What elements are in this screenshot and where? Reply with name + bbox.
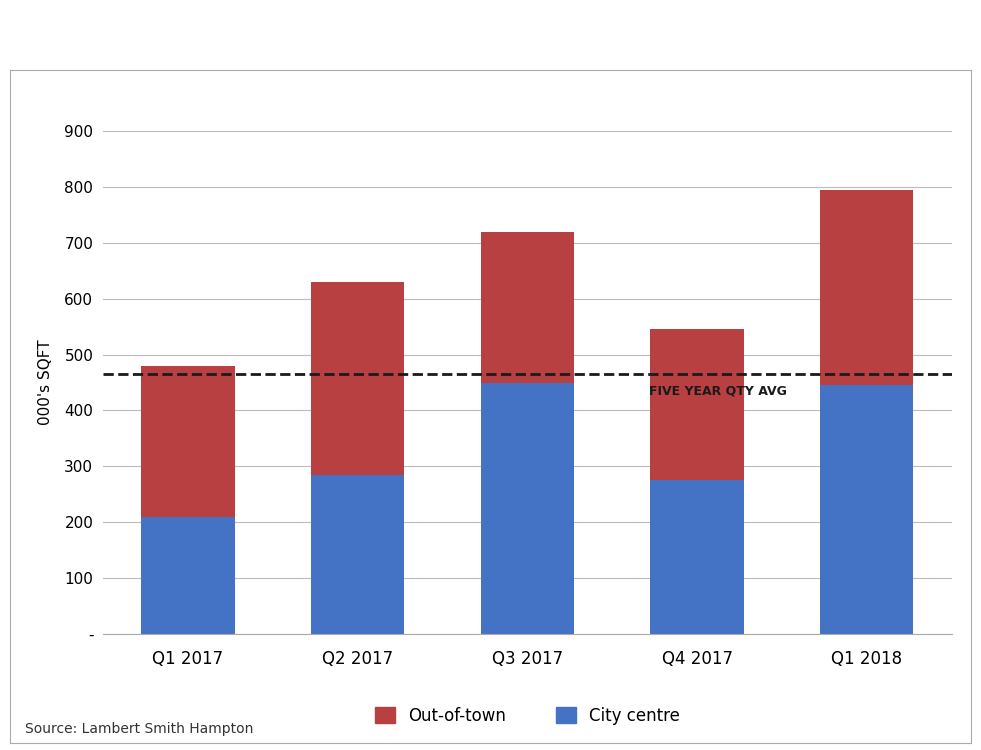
- Text: FIVE YEAR QTY AVG: FIVE YEAR QTY AVG: [649, 384, 788, 398]
- Text: Source: Lambert Smith Hampton: Source: Lambert Smith Hampton: [25, 722, 253, 736]
- Bar: [820, 190, 913, 386]
- Bar: [481, 232, 574, 382]
- Bar: [650, 329, 744, 480]
- Bar: [311, 282, 404, 475]
- Bar: [820, 386, 913, 634]
- Y-axis label: 000's SQFT: 000's SQFT: [38, 340, 53, 425]
- Legend: Out-of-town, City centre: Out-of-town, City centre: [368, 700, 687, 731]
- Bar: [141, 517, 234, 634]
- Text: Manchester office take-up (000s sq ft): Manchester office take-up (000s sq ft): [25, 27, 537, 51]
- Bar: [141, 366, 234, 517]
- Bar: [481, 382, 574, 634]
- Bar: [311, 475, 404, 634]
- Bar: [650, 480, 744, 634]
